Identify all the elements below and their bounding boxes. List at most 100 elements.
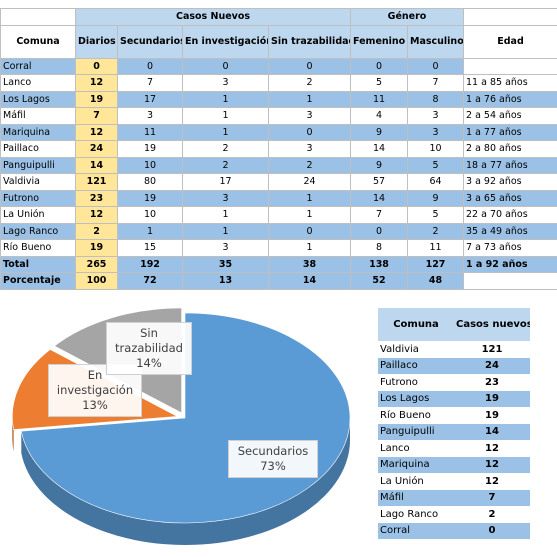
table-row: Mariquina 12 11 1 0 9 3 1 a 77 años — [0, 123, 557, 141]
table-cell: Valdivia — [0, 173, 76, 191]
table-cell: 12 — [75, 74, 118, 92]
table-row: Lanco 12 7 3 2 5 7 11 a 85 años — [0, 74, 557, 92]
table-row: Valdivia 121 — [378, 341, 530, 358]
table-cell: 9 — [406, 189, 465, 207]
table-cell: 2 a 54 años — [463, 107, 557, 125]
table-cell: 4 — [350, 107, 408, 125]
table-cell: 11 — [117, 123, 183, 141]
cases-cell: 12 — [485, 442, 499, 454]
table-cell: 48 — [406, 272, 465, 290]
table-cell: 22 a 70 años — [463, 206, 557, 224]
table-cell: 24 — [268, 173, 351, 191]
table-cell: 8 — [406, 90, 465, 108]
table-cell: 9 — [350, 156, 408, 174]
table-cell: 5 — [350, 74, 408, 92]
table-row: Río Bueno 19 — [378, 407, 530, 424]
table-cell: 11 — [406, 239, 465, 257]
comuna-cell: Corral — [380, 525, 411, 537]
table-cell: 3 — [406, 123, 465, 141]
pie-label-name: Secundarios — [237, 444, 309, 458]
table-cell: 11 — [350, 90, 408, 108]
table-cell: 8 — [350, 239, 408, 257]
pie-label-value: 13% — [82, 398, 108, 412]
table-cell: 18 a 77 años — [463, 156, 557, 174]
cases-cell: 12 — [485, 475, 499, 487]
table-cell: Panguipulli — [0, 156, 76, 174]
table-cell: 19 — [75, 90, 118, 108]
table-cell: 1 — [182, 222, 269, 240]
table-cell: 1 — [182, 123, 269, 141]
table-cell: Mariquina — [0, 123, 76, 141]
pie-label-value: 73% — [260, 459, 286, 473]
column-header: Masculino — [406, 24, 465, 59]
table-cell: 0 — [268, 222, 351, 240]
table-cell: 11 a 85 años — [463, 74, 557, 92]
table-row: Máfil 7 3 1 3 4 3 2 a 54 años — [0, 107, 557, 125]
table-row: Total 265 192 35 38 138 127 1 a 92 años — [0, 255, 557, 273]
table-cell: 1 a 76 años — [463, 90, 557, 108]
table-cell: 14 — [350, 189, 408, 207]
column-header: Diarios — [75, 24, 118, 59]
column-header: Comuna — [378, 308, 454, 341]
table-row: Los Lagos 19 17 1 1 11 8 1 a 76 años — [0, 90, 557, 108]
table-row: Río Bueno 19 15 3 1 8 11 7 a 73 años — [0, 239, 557, 257]
comuna-cell: Río Bueno — [380, 409, 431, 421]
table-row: Lago Ranco 2 — [378, 506, 530, 523]
table-cell: 13 — [182, 272, 269, 290]
table-cell: 0 — [350, 57, 408, 75]
table-cell: 17 — [117, 90, 183, 108]
table-cell: 38 — [268, 255, 351, 273]
cases-cell: 23 — [485, 376, 499, 388]
comuna-cell: Paillaco — [380, 360, 418, 372]
table-cell: 0 — [350, 222, 408, 240]
column-header: Secundarios — [117, 24, 183, 59]
table-row: Panguipulli 14 10 2 2 9 5 18 a 77 años — [0, 156, 557, 174]
table-cell: 3 — [182, 189, 269, 207]
table-cell: 1 — [117, 222, 183, 240]
table-cell: 7 — [406, 74, 465, 92]
table-row: Paillaco 24 — [378, 357, 530, 374]
table-cell: 3 — [117, 107, 183, 125]
table-cell — [463, 57, 557, 75]
table-cell: 2 — [268, 156, 351, 174]
table-cell: 0 — [182, 57, 269, 75]
column-header: Edad — [463, 24, 557, 59]
table-cell: 0 — [75, 57, 118, 75]
table-cell: 9 — [350, 123, 408, 141]
table-cell: 19 — [117, 189, 183, 207]
table-row: Máfil 7 — [378, 489, 530, 506]
table-cell: 0 — [117, 57, 183, 75]
table-cell: 265 — [75, 255, 118, 273]
table-cell: 0 — [406, 57, 465, 75]
table-cell: 24 — [75, 140, 118, 158]
comuna-cell: Máfil — [380, 492, 404, 504]
table-row: Valdivia 121 80 17 24 57 64 3 a 92 años — [0, 173, 557, 191]
table-cell: 7 a 73 años — [463, 239, 557, 257]
column-header: Casos nuevos — [454, 308, 530, 341]
table-cell: 1 — [268, 90, 351, 108]
table-cell: 80 — [117, 173, 183, 191]
pie-label-value: 14% — [136, 356, 162, 370]
table-cell: 1 — [268, 239, 351, 257]
table-row: Corral 0 0 0 0 0 0 — [0, 57, 557, 75]
table-cell: 10 — [406, 140, 465, 158]
cases-cell: 19 — [485, 409, 499, 421]
cases-cell: 14 — [485, 426, 499, 438]
pie-label-name: Sin trazabilidad — [115, 326, 183, 355]
cases-cell: 12 — [485, 459, 499, 471]
table-cell: Porcentaje — [0, 272, 76, 290]
table-cell: 14 — [268, 272, 351, 290]
table-cell: 2 a 80 años — [463, 140, 557, 158]
column-header: Comuna — [0, 24, 76, 59]
table-cell: 3 — [268, 140, 351, 158]
pie-side — [21, 418, 350, 545]
table-row: La Unión 12 — [378, 473, 530, 490]
table-cell: 1 — [182, 90, 269, 108]
table-row: Los Lagos 19 — [378, 390, 530, 407]
table-cell: 12 — [75, 123, 118, 141]
table-cell: 5 — [406, 156, 465, 174]
cases-cell: 121 — [481, 343, 503, 355]
table-cell: Total — [0, 255, 76, 273]
table-cell: 15 — [117, 239, 183, 257]
comuna-cell: Panguipulli — [380, 426, 435, 438]
